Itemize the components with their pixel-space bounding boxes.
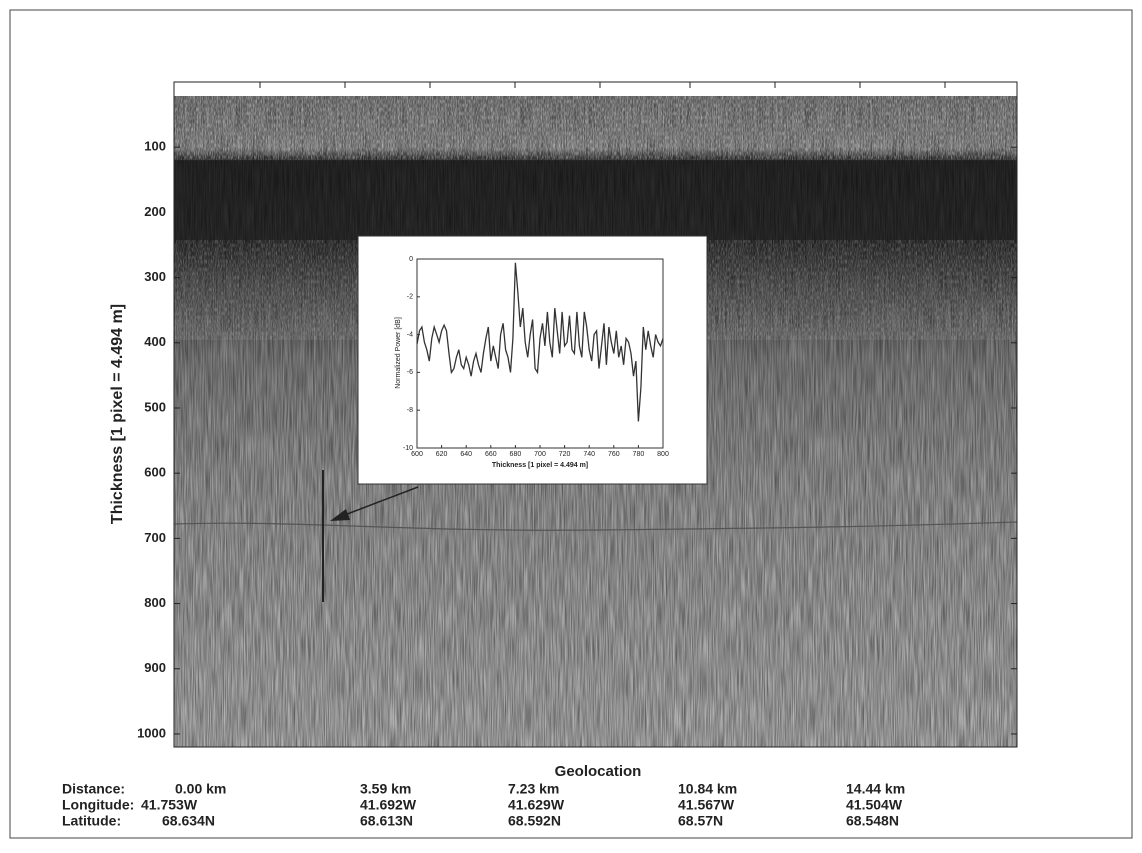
geo-value: 41.567W [678, 797, 735, 813]
inset: Thickness [1 pixel = 4.494 m] Normalized… [357, 235, 708, 485]
x-axis-label: Geolocation [555, 763, 642, 780]
inset-y-tick-label: 0 [409, 256, 413, 263]
inset-x-tick-label: 640 [460, 451, 472, 458]
geo-value: 68.592N [508, 813, 561, 829]
inset-y-tick-label: -8 [407, 407, 413, 414]
geo-row-label: Longitude: [62, 797, 134, 813]
y-tick-label: 100 [144, 139, 166, 154]
y-tick-label: 600 [144, 465, 166, 480]
geo-row-label: Latitude: [62, 813, 121, 829]
inset-x-label: Thickness [1 pixel = 4.494 m] [492, 462, 588, 469]
inset-line [416, 262, 664, 422]
inset-y-tick-label: -2 [407, 294, 413, 301]
axes-frame [173, 81, 1018, 748]
geo-value: 41.504W [846, 797, 903, 813]
y-tick-label: 500 [144, 399, 166, 414]
inset-y-tick-label: -10 [403, 445, 413, 452]
arrow [330, 486, 419, 521]
geo-value: 7.23 km [508, 781, 559, 797]
inset-y-label: Normalized Power [dB] [395, 317, 402, 389]
geo-value: 41.753W [141, 797, 198, 813]
figure-border [9, 9, 1133, 839]
inset-x-tick-label: 700 [534, 451, 546, 458]
inset-x-tick-label: 600 [411, 451, 423, 458]
y-tick-label: 800 [144, 595, 166, 610]
geo-value: 0.00 km [175, 781, 226, 797]
y-tick-label: 1000 [137, 725, 166, 740]
geo-value: 68.548N [846, 813, 899, 829]
inset-x-tick-label: 800 [657, 451, 669, 458]
y-tick-label: 400 [144, 334, 166, 349]
geo-value: 41.692W [360, 797, 417, 813]
geo-value: 41.629W [508, 797, 565, 813]
top-ticks [259, 82, 946, 88]
geo-value: 14.44 km [846, 781, 905, 797]
inset-box [357, 235, 708, 485]
y-tick-label: 700 [144, 530, 166, 545]
geo-value: 68.57N [678, 813, 723, 829]
inset-x-tick-label: 760 [608, 451, 620, 458]
geo-value: 68.634N [162, 813, 215, 829]
inset-x-tick-label: 740 [583, 451, 595, 458]
inset-y-tick-label: -6 [407, 369, 413, 376]
inset-x-tick-label: 620 [436, 451, 448, 458]
inset-x-tick-label: 720 [559, 451, 571, 458]
y-tick-label: 200 [144, 204, 166, 219]
inset-x-tick-label: 780 [633, 451, 645, 458]
y-tick-label: 300 [144, 269, 166, 284]
geo-value: 10.84 km [678, 781, 737, 797]
geo-value: 3.59 km [360, 781, 411, 797]
inset-y-tick-label: -4 [407, 331, 413, 338]
geo-row-label: Distance: [62, 781, 125, 797]
y-tick-label: 900 [144, 660, 166, 675]
inset-x-tick-label: 680 [510, 451, 522, 458]
geo-value: 68.613N [360, 813, 413, 829]
y-axis-label: Thickness [1 pixel = 4.494 m] [109, 304, 126, 524]
echogram [173, 96, 1018, 747]
inset-x-tick-label: 660 [485, 451, 497, 458]
